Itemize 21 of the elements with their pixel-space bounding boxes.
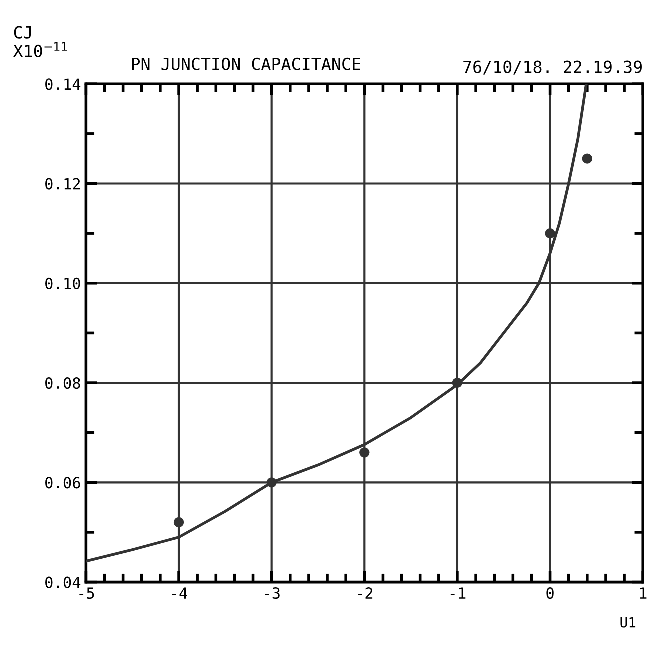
point [582, 154, 593, 164]
x-tick-label: -2 [358, 588, 373, 599]
y-axis-title: CJ X10$^{−11}$ [13, 26, 68, 58]
x-axis-title: U1 [620, 617, 636, 628]
y-tick-label: 0.10 [46, 278, 80, 290]
x-tick-label: 1 [640, 588, 647, 599]
y-tick-label: 0.14 [46, 78, 81, 90]
point [545, 228, 556, 239]
x-tick-label: -4 [172, 588, 188, 599]
y-tick-label: 0.08 [46, 378, 80, 390]
y-tick-label: 0.06 [46, 477, 80, 489]
point [360, 448, 370, 458]
y-tick-label: 0.04 [46, 576, 81, 588]
point [174, 517, 184, 528]
x-tick-label: -1 [450, 588, 466, 599]
chart-title: PN JUNCTION CAPACITANCE [132, 58, 360, 70]
x-tick-label: -5 [80, 588, 94, 600]
x-tick-label: -3 [265, 588, 280, 600]
x-tick-label: 0 [546, 588, 554, 600]
y-tick-label: 0.12 [46, 178, 80, 190]
text: 76/10/18. 22.19.39 [464, 60, 642, 75]
